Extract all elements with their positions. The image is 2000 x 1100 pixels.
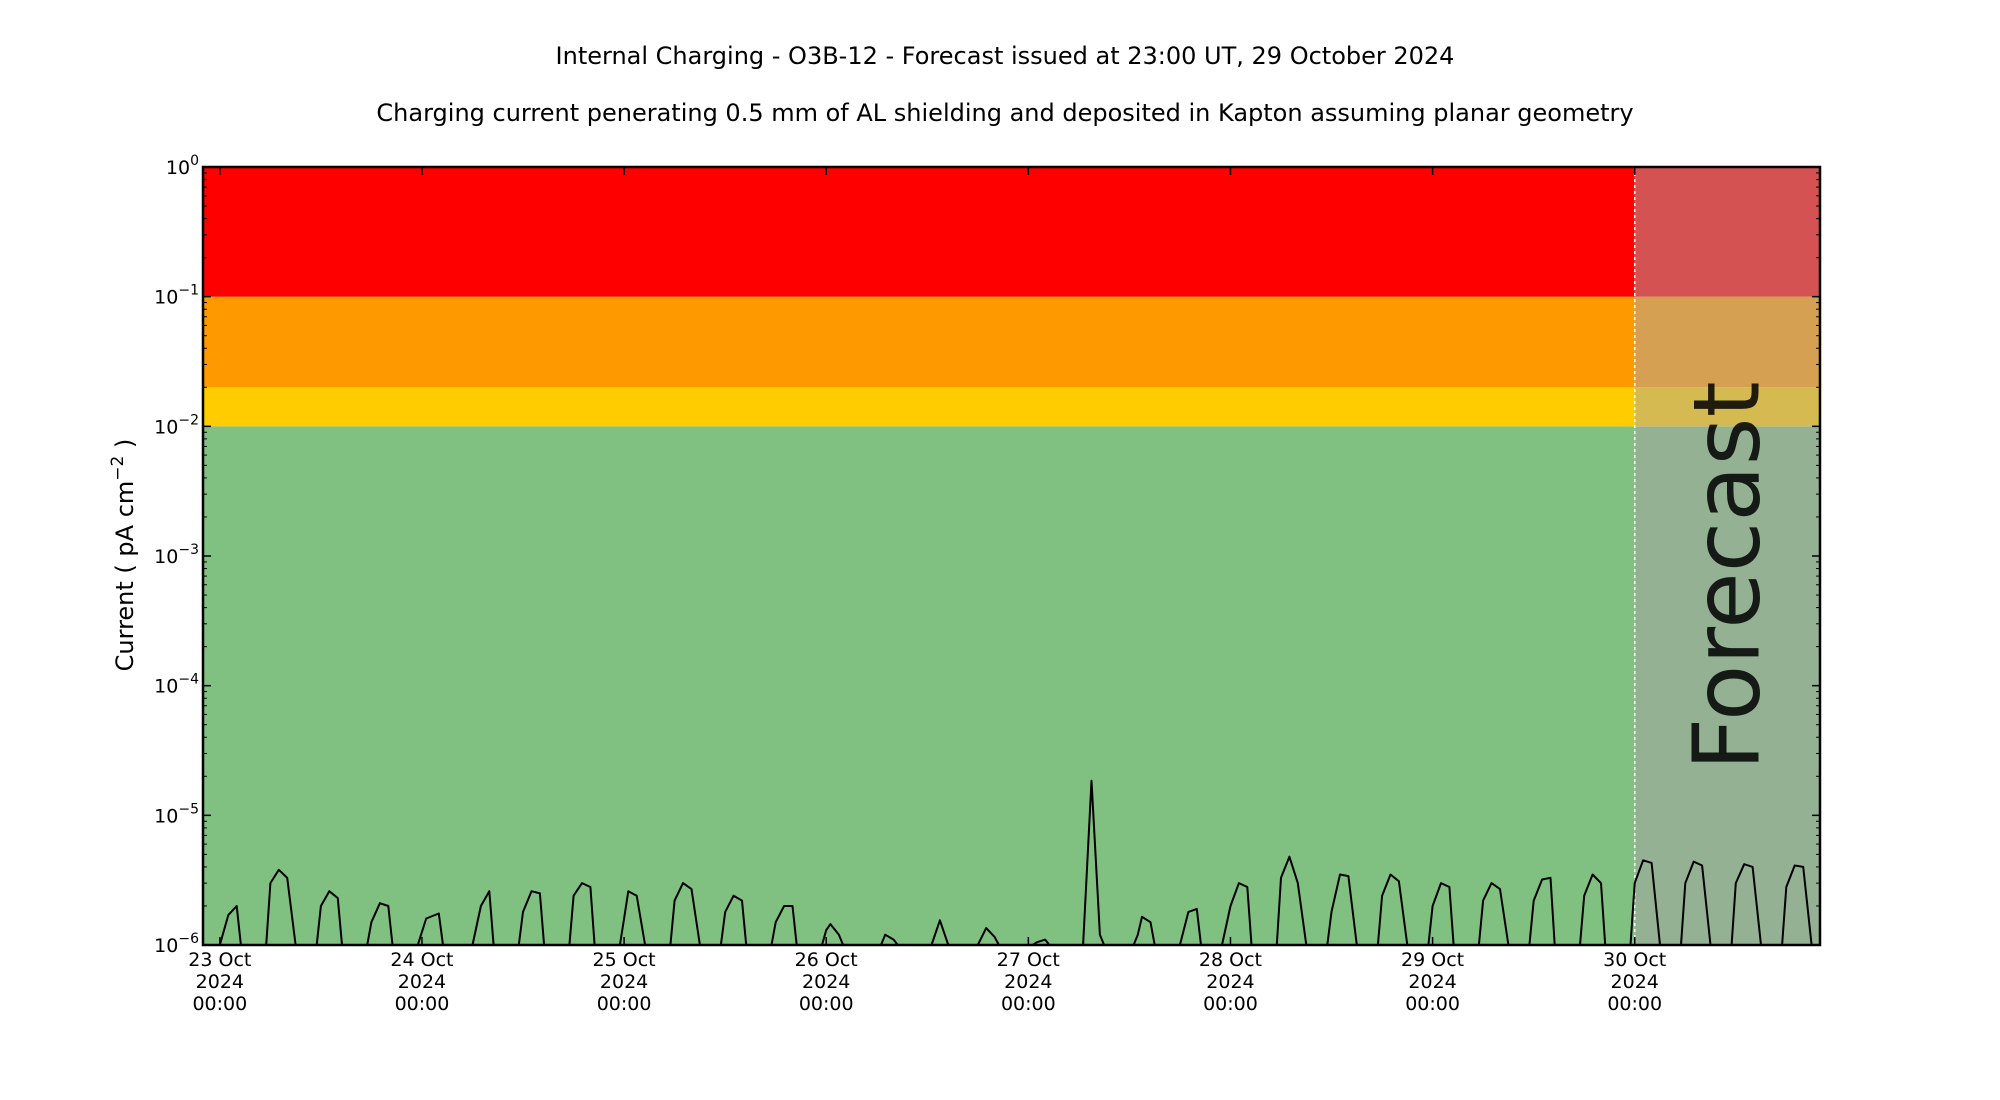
- y-tick-exponent: −4: [178, 672, 199, 688]
- y-tick-exponent: −1: [178, 283, 199, 299]
- y-tick-base: 10: [154, 805, 178, 827]
- y-tick-exponent: −3: [178, 542, 199, 558]
- x-tick-label: 00:00: [1607, 993, 1662, 1015]
- y-tick-exponent: −5: [178, 801, 199, 817]
- x-tick-label: 00:00: [1405, 993, 1460, 1015]
- x-tick-label: 26 Oct: [795, 949, 858, 971]
- x-tick-label: 25 Oct: [593, 949, 656, 971]
- y-axis-label-main: Current ( pA cm: [111, 481, 139, 672]
- x-tick-label: 29 Oct: [1401, 949, 1464, 971]
- x-tick-label: 00:00: [192, 993, 247, 1015]
- band-orange-forecast: [1634, 296, 1820, 388]
- y-tick-base: 10: [154, 546, 178, 568]
- y-tick-base: 10: [166, 157, 190, 179]
- x-tick-label: 00:00: [1001, 993, 1056, 1015]
- chart-title: Internal Charging - O3B-12 - Forecast is…: [556, 42, 1455, 70]
- x-tick-label: 2024: [1206, 971, 1254, 993]
- x-tick-label: 2024: [802, 971, 850, 993]
- x-tick-label: 2024: [398, 971, 446, 993]
- y-tick-base: 10: [154, 676, 178, 698]
- x-tick-label: 2024: [1004, 971, 1052, 993]
- risk-bands: [203, 167, 1820, 945]
- x-tick-label: 2024: [1408, 971, 1456, 993]
- y-axis-label-exponent: −2: [108, 456, 128, 481]
- y-tick-exponent: −2: [178, 412, 199, 428]
- x-tick-label: 28 Oct: [1199, 949, 1262, 971]
- chart-subtitle: Charging current penerating 0.5 mm of AL…: [376, 99, 1633, 127]
- y-tick-label: 10−6: [154, 931, 199, 957]
- y-tick-label: 10−3: [154, 542, 199, 568]
- band-yellow: [203, 387, 1635, 427]
- y-tick-base: 10: [154, 935, 178, 957]
- band-orange: [203, 296, 1635, 388]
- forecast-label-group: Forecast: [1674, 381, 1781, 770]
- y-tick-label: 10−4: [154, 672, 199, 698]
- x-tick-label: 00:00: [1203, 993, 1258, 1015]
- y-axis-label: Current ( pA cm−2 ): [108, 439, 139, 672]
- band-green: [203, 426, 1635, 945]
- band-red-forecast: [1634, 167, 1820, 297]
- y-tick-exponent: 0: [190, 153, 199, 169]
- forecast-label: Forecast: [1674, 381, 1781, 770]
- y-tick-label: 10−1: [154, 283, 199, 309]
- y-tick-label: 100: [166, 153, 199, 179]
- y-tick-base: 10: [154, 416, 178, 438]
- band-yellow-forecast: [1634, 387, 1820, 427]
- x-tick-label: 27 Oct: [997, 949, 1060, 971]
- x-tick-label: 30 Oct: [1603, 949, 1666, 971]
- x-tick-label: 23 Oct: [188, 949, 251, 971]
- y-axis-label-end: ): [111, 439, 139, 456]
- x-tick-label: 00:00: [799, 993, 854, 1015]
- x-tick-label: 2024: [600, 971, 648, 993]
- band-red: [203, 167, 1635, 297]
- y-tick-label: 10−5: [154, 801, 199, 827]
- y-tick-label: 10−2: [154, 412, 199, 438]
- band-green-forecast: [1634, 426, 1820, 945]
- y-tick-exponent: −6: [178, 931, 199, 947]
- x-tick-label: 2024: [196, 971, 244, 993]
- y-tick-base: 10: [154, 287, 178, 309]
- x-tick-label: 00:00: [395, 993, 450, 1015]
- x-tick-label: 24 Oct: [390, 949, 453, 971]
- x-tick-label: 00:00: [597, 993, 652, 1015]
- x-tick-label: 2024: [1611, 971, 1659, 993]
